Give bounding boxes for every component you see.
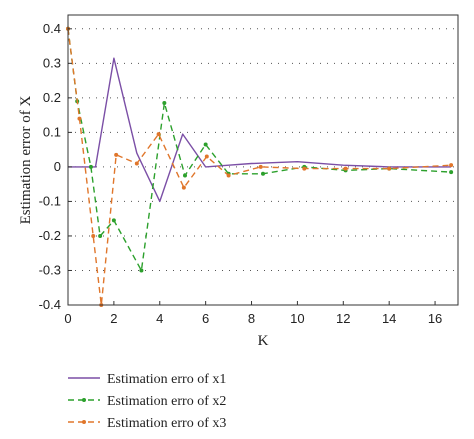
series-point-x3 bbox=[77, 116, 82, 121]
series-point-x3 bbox=[134, 161, 139, 166]
legend-label-x2: Estimation erro of x2 bbox=[107, 394, 226, 409]
y-tick-label: -0.3 bbox=[39, 262, 61, 277]
y-tick-label: 0 bbox=[54, 159, 61, 174]
series-line-x2 bbox=[67, 28, 452, 272]
series-point-x3 bbox=[114, 152, 119, 157]
series-point-x2 bbox=[88, 164, 93, 169]
series-point-x3 bbox=[387, 166, 392, 171]
x-tick-label: 0 bbox=[64, 311, 71, 326]
x-tick-label: 8 bbox=[248, 311, 255, 326]
series-point-x2 bbox=[139, 268, 144, 273]
series-line-x3 bbox=[67, 28, 452, 306]
series-point-x2 bbox=[183, 173, 187, 178]
series-point-x3 bbox=[91, 233, 96, 238]
y-tick-label: 0.4 bbox=[43, 21, 61, 36]
series-point-x3 bbox=[302, 166, 307, 171]
series-point-x3 bbox=[181, 185, 186, 190]
series-point-x2 bbox=[162, 101, 167, 106]
x-tick-label: 14 bbox=[382, 311, 396, 326]
series-point-x2 bbox=[203, 142, 208, 147]
legend-label-x3: Estimation erro of x3 bbox=[107, 416, 226, 431]
series-point-x3 bbox=[204, 154, 209, 159]
y-tick-label: -0.2 bbox=[39, 228, 61, 243]
legend: Estimation erro of x1 Estimation erro of … bbox=[68, 372, 226, 431]
series-lines bbox=[66, 26, 454, 307]
legend-marker-x2 bbox=[82, 398, 86, 402]
grid-lines bbox=[68, 28, 458, 271]
x-axis-label: K bbox=[258, 333, 269, 349]
series-point-x3 bbox=[226, 173, 231, 178]
series-point-x3 bbox=[258, 164, 263, 169]
y-tick-label: 0.2 bbox=[43, 90, 61, 105]
series-point-x3 bbox=[156, 132, 161, 137]
series-point-x2 bbox=[449, 170, 454, 175]
axis-ticks: -0.4 -0.3 -0.2 -0.1 0 0.1 0.2 0.3 0.4 0 2 4 6 8 10 12 14… bbox=[39, 21, 443, 326]
y-tick-label: 0.1 bbox=[43, 124, 61, 139]
x-tick-label: 12 bbox=[336, 311, 350, 326]
y-tick-label: -0.1 bbox=[39, 193, 61, 208]
legend-label-x1: Estimation erro of x1 bbox=[107, 372, 226, 387]
series-point-x3 bbox=[449, 163, 454, 168]
y-tick-label: 0.3 bbox=[43, 55, 61, 70]
series-point-x3 bbox=[343, 166, 348, 171]
x-tick-label: 6 bbox=[202, 311, 209, 326]
x-tick-label: 4 bbox=[156, 311, 163, 326]
plot-frame bbox=[67, 14, 459, 306]
y-axis-label: Estimation error of X bbox=[18, 95, 34, 224]
series-point-x2 bbox=[111, 218, 116, 223]
legend-marker-x3 bbox=[82, 420, 86, 424]
x-tick-label: 10 bbox=[290, 311, 304, 326]
x-tick-label: 16 bbox=[428, 311, 442, 326]
x-tick-label: 2 bbox=[110, 311, 117, 326]
series-point-x2 bbox=[98, 233, 103, 238]
series-line-x1 bbox=[68, 57, 452, 203]
series-point-x2 bbox=[261, 171, 265, 176]
y-tick-label: -0.4 bbox=[39, 297, 61, 312]
